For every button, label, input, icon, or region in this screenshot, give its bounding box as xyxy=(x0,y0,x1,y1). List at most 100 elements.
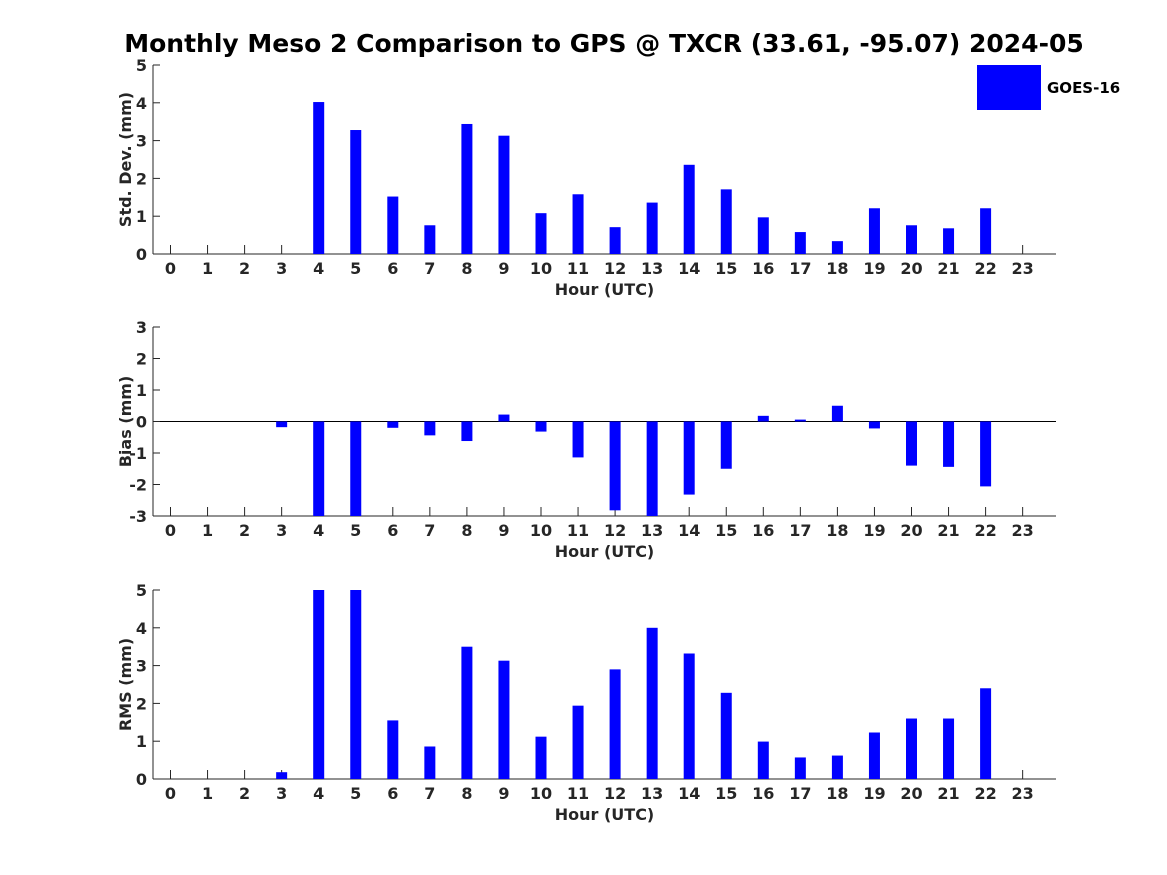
bar xyxy=(461,123,473,254)
x-tick-label: 19 xyxy=(863,259,885,278)
x-tick-label: 15 xyxy=(715,259,737,278)
y-tick-label: -2 xyxy=(129,476,147,495)
bar xyxy=(868,421,880,429)
y-tick-label: -1 xyxy=(129,444,147,463)
bar xyxy=(276,421,288,428)
x-tick-label: 17 xyxy=(789,784,811,803)
bar xyxy=(572,421,584,458)
x-tick-label: 5 xyxy=(350,259,361,278)
bar xyxy=(535,736,547,779)
y-tick-label: -3 xyxy=(129,507,147,526)
y-tick-label: 0 xyxy=(136,413,147,432)
x-tick-label: 3 xyxy=(276,784,287,803)
x-tick-label: 1 xyxy=(202,784,213,803)
x-tick-label: 0 xyxy=(165,259,176,278)
bar xyxy=(831,241,843,254)
x-tick-label: 1 xyxy=(202,259,213,278)
bar xyxy=(535,213,547,254)
x-tick-label: 9 xyxy=(498,784,509,803)
y-axis-label: Std. Dev. (mm) xyxy=(116,92,135,227)
x-tick-label: 10 xyxy=(530,784,552,803)
x-tick-label: 11 xyxy=(567,784,589,803)
x-tick-label: 8 xyxy=(461,259,472,278)
x-axis-label: Hour (UTC) xyxy=(555,805,655,824)
bar xyxy=(461,646,473,779)
x-tick-label: 14 xyxy=(678,784,700,803)
bar xyxy=(794,757,806,779)
x-tick-label: 16 xyxy=(752,521,774,540)
x-tick-label: 18 xyxy=(826,259,848,278)
bar xyxy=(980,421,992,487)
bar xyxy=(868,208,880,254)
bar xyxy=(276,772,288,779)
x-tick-label: 4 xyxy=(313,784,324,803)
x-tick-label: 6 xyxy=(387,521,398,540)
bar xyxy=(498,135,510,254)
bar xyxy=(794,232,806,254)
bar xyxy=(646,421,658,516)
bar xyxy=(572,194,584,254)
x-tick-label: 23 xyxy=(1012,521,1034,540)
bar xyxy=(943,421,955,467)
x-tick-label: 17 xyxy=(789,259,811,278)
x-tick-label: 23 xyxy=(1012,784,1034,803)
y-tick-label: 2 xyxy=(136,350,147,369)
bar xyxy=(609,421,621,511)
x-tick-label: 2 xyxy=(239,259,250,278)
bar xyxy=(980,208,992,254)
x-tick-label: 19 xyxy=(863,784,885,803)
bar xyxy=(683,421,695,495)
y-tick-label: 1 xyxy=(136,207,147,226)
bar xyxy=(535,421,547,432)
x-tick-label: 18 xyxy=(826,521,848,540)
bar xyxy=(387,421,399,428)
x-tick-label: 14 xyxy=(678,521,700,540)
x-tick-label: 12 xyxy=(604,259,626,278)
x-tick-label: 9 xyxy=(498,521,509,540)
bar xyxy=(906,718,917,779)
bar xyxy=(794,419,806,422)
x-tick-label: 4 xyxy=(313,521,324,540)
x-tick-label: 21 xyxy=(937,521,959,540)
x-tick-label: 7 xyxy=(424,784,435,803)
x-axis-label: Hour (UTC) xyxy=(555,542,655,561)
bar xyxy=(498,660,510,779)
y-axis-label: Bias (mm) xyxy=(116,376,135,468)
x-tick-label: 13 xyxy=(641,784,663,803)
y-tick-label: 3 xyxy=(136,657,147,676)
x-tick-label: 22 xyxy=(974,521,996,540)
bar xyxy=(350,130,362,254)
y-tick-label: 2 xyxy=(136,169,147,188)
bar xyxy=(757,741,769,779)
x-tick-label: 6 xyxy=(387,784,398,803)
x-tick-label: 14 xyxy=(678,259,700,278)
x-tick-label: 1 xyxy=(202,521,213,540)
legend: GOES-16 xyxy=(977,65,1120,110)
x-tick-label: 5 xyxy=(350,784,361,803)
x-tick-label: 8 xyxy=(461,521,472,540)
legend-label: GOES-16 xyxy=(1047,79,1120,97)
bar xyxy=(313,421,325,516)
x-tick-label: 2 xyxy=(239,521,250,540)
bar xyxy=(572,705,584,779)
x-tick-label: 21 xyxy=(937,259,959,278)
bar xyxy=(350,590,362,779)
bar xyxy=(720,189,732,254)
x-tick-label: 5 xyxy=(350,521,361,540)
x-tick-label: 0 xyxy=(165,784,176,803)
x-tick-label: 11 xyxy=(567,521,589,540)
bar xyxy=(720,421,732,469)
bar xyxy=(461,421,473,442)
x-tick-label: 0 xyxy=(165,521,176,540)
x-tick-label: 12 xyxy=(604,784,626,803)
x-tick-label: 15 xyxy=(715,521,737,540)
bar xyxy=(831,405,843,422)
x-tick-label: 19 xyxy=(863,521,885,540)
x-tick-label: 22 xyxy=(974,784,996,803)
bar xyxy=(831,755,843,779)
bar xyxy=(498,414,510,422)
y-tick-label: 0 xyxy=(136,770,147,789)
